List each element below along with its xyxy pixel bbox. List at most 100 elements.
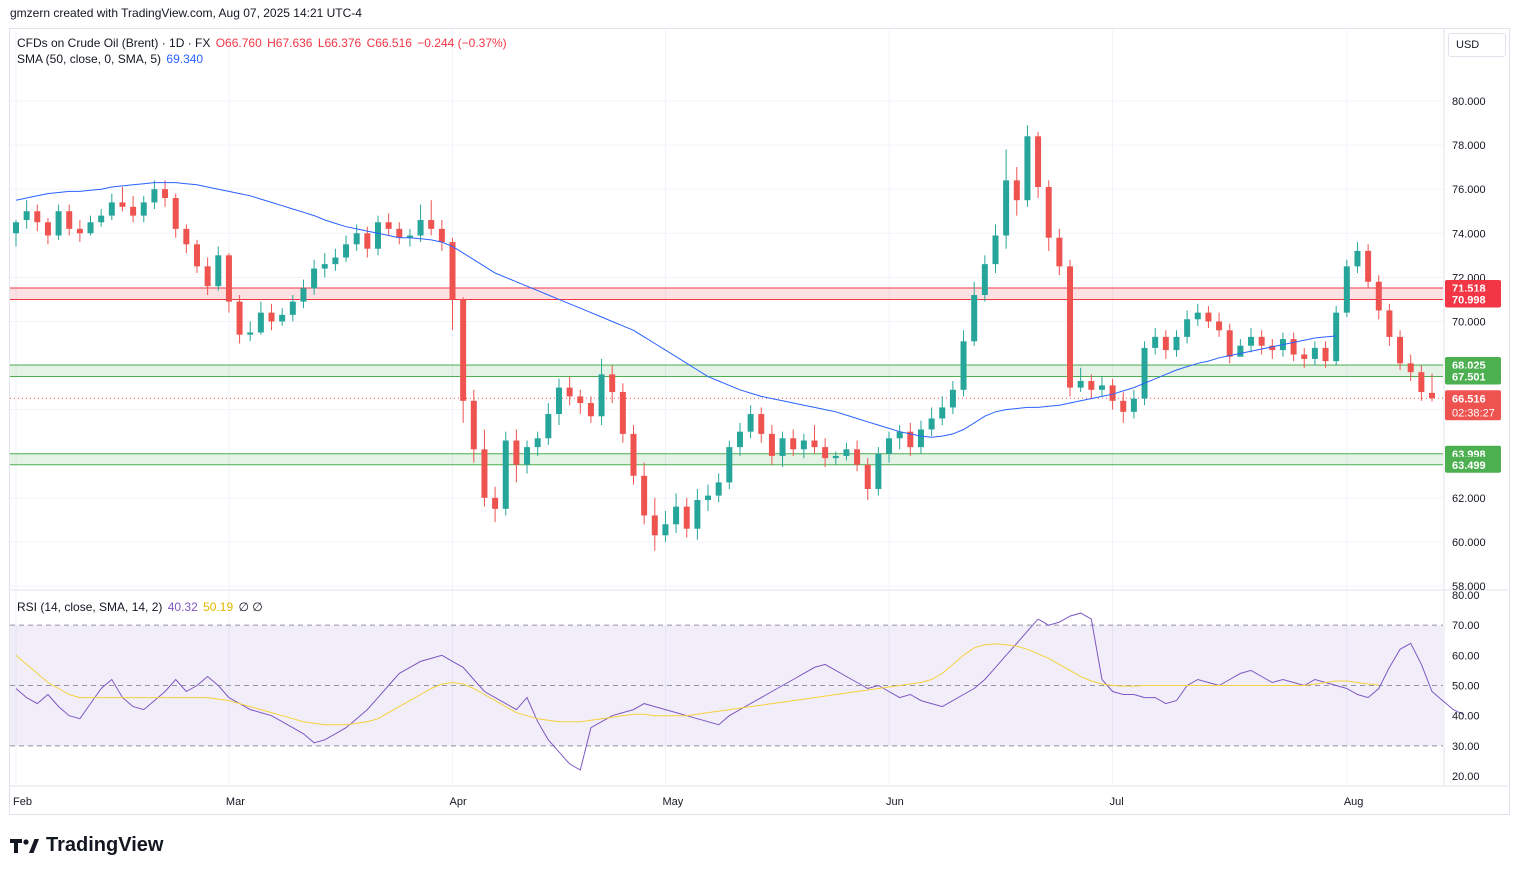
candle-body <box>832 455 839 459</box>
candle-body <box>949 389 956 408</box>
candle-body <box>609 374 616 392</box>
rsi-ma-value: 50.19 <box>203 600 234 614</box>
candle-body <box>417 220 424 236</box>
candle-body <box>470 400 477 450</box>
candle-body <box>736 431 743 448</box>
time-axis-label: Feb <box>13 796 32 808</box>
candle-body <box>630 433 637 476</box>
rsi-axis-tick: 30.00 <box>1452 741 1480 753</box>
rsi-ma-line <box>15 643 1379 726</box>
candle-body <box>1162 336 1169 351</box>
rsi-extra-values: ∅ ∅ <box>238 600 263 614</box>
candle-body <box>44 222 51 236</box>
candle-body <box>1184 319 1191 337</box>
candle-body <box>87 222 94 234</box>
rsi-legend: RSI (14, close, SMA, 14, 2) 40.32 50.19 … <box>17 600 265 614</box>
symbol-label[interactable]: CFDs on Crude Oil (Brent) · 1D · FX <box>17 36 211 50</box>
candle-body <box>1333 312 1340 362</box>
bar-countdown: 02:38:27 <box>1452 407 1495 419</box>
candle-body <box>183 228 190 245</box>
candle-body <box>34 211 41 223</box>
candle-body <box>1248 336 1255 346</box>
rsi-axis-tick: 20.00 <box>1452 771 1480 783</box>
candle-body <box>13 222 19 234</box>
candle-body <box>66 211 73 229</box>
candle-body <box>651 515 658 536</box>
candle-body <box>1003 180 1010 236</box>
candle-body <box>1301 354 1308 359</box>
rsi-label[interactable]: RSI (14, close, SMA, 14, 2) <box>17 600 163 614</box>
candle-body <box>428 220 435 229</box>
candle-body <box>694 500 701 529</box>
candle-body <box>300 288 307 302</box>
candle-body <box>98 215 105 223</box>
price-axis-tick: 76.000 <box>1452 184 1486 196</box>
candle-body <box>406 235 413 238</box>
ohlc-close: C66.516 <box>366 36 412 50</box>
candle-body <box>1088 380 1095 390</box>
candle-body <box>715 482 722 496</box>
candle-body <box>875 453 882 489</box>
time-axis-label: Mar <box>226 796 245 808</box>
price-axis-tick: 60.000 <box>1452 537 1486 549</box>
currency-button[interactable]: USD <box>1448 33 1506 57</box>
candle-body <box>502 440 509 509</box>
candle-body <box>1354 250 1361 267</box>
candle-body <box>1152 336 1159 348</box>
candle-body <box>1130 398 1137 412</box>
candle-body <box>343 244 350 258</box>
candle-body <box>492 497 499 509</box>
candle-body <box>587 403 594 417</box>
candle-body <box>917 429 924 448</box>
candle-body <box>332 257 339 265</box>
candle-body <box>1109 385 1116 401</box>
price-axis-tick: 70.000 <box>1452 316 1486 328</box>
candle-body <box>779 438 786 456</box>
sma-label[interactable]: SMA (50, close, 0, SMA, 5) <box>17 52 162 66</box>
candle-body <box>886 438 893 454</box>
rsi-axis-tick: 60.00 <box>1452 650 1480 662</box>
sma-line <box>15 182 1337 438</box>
candle-body <box>1098 385 1105 390</box>
candle-body <box>747 414 754 432</box>
candle-body <box>140 202 147 216</box>
candle-body <box>1311 347 1318 359</box>
candle-body <box>193 244 200 267</box>
time-axis-label: Jun <box>886 796 904 808</box>
chart-snapshot-header: gmzern created with TradingView.com, Aug… <box>10 6 362 20</box>
candle-body <box>555 387 562 415</box>
candle-body <box>768 433 775 456</box>
price-axis-tick: 58.000 <box>1452 581 1486 593</box>
candle-body <box>524 447 531 465</box>
level-badge-63499-bg <box>1445 456 1501 473</box>
rsi-axis-tick: 70.00 <box>1452 620 1480 632</box>
candle-body <box>279 314 286 322</box>
candle-body <box>1120 400 1127 412</box>
candle-body <box>662 524 669 536</box>
candle-body <box>364 233 371 249</box>
candle-body <box>1194 312 1201 320</box>
price-axis-tick: 78.000 <box>1452 140 1486 152</box>
level-badge-70998-bg <box>1445 291 1501 308</box>
candle-body <box>204 266 211 287</box>
candle-body <box>1056 237 1063 267</box>
candle-body <box>1365 250 1372 282</box>
candle-body <box>247 332 254 335</box>
candle-body <box>971 295 978 342</box>
candle-body <box>1067 266 1074 388</box>
candle-body <box>1077 380 1084 388</box>
candle-body <box>928 418 935 430</box>
candle-body <box>215 255 222 287</box>
candle-body <box>1141 347 1148 399</box>
candle-body <box>822 447 829 459</box>
candle-body <box>23 211 30 221</box>
candle-body <box>1322 347 1329 362</box>
tradingview-logo[interactable]: TradingView <box>10 834 163 857</box>
candle-body <box>790 438 797 450</box>
candle-body <box>1205 312 1212 322</box>
candle-body <box>896 431 903 439</box>
last-price-badge-bg <box>1445 390 1501 421</box>
candle-body <box>1397 336 1404 364</box>
candle-body <box>76 228 83 234</box>
